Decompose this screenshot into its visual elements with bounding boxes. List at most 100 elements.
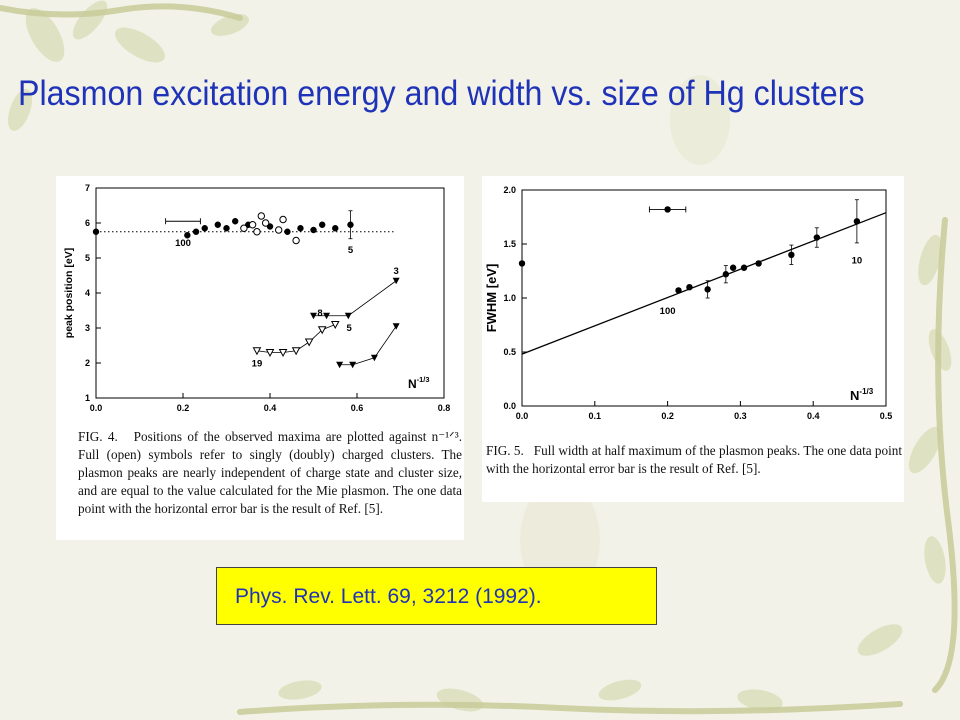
data-point	[261, 219, 270, 227]
series-connector-line	[313, 280, 397, 317]
data-point	[275, 226, 283, 234]
data-point	[310, 312, 317, 320]
y-tick-label: 7	[85, 183, 90, 193]
data-point	[279, 215, 287, 224]
data-point	[192, 228, 200, 235]
y-tick-label: 6	[85, 218, 90, 228]
y-tick-label: 2.0	[503, 185, 516, 195]
point-annotation: 10	[852, 255, 863, 266]
y-tick-label: 1	[85, 393, 90, 403]
figure-4-caption-label: FIG. 4.	[78, 429, 118, 444]
data-point	[297, 225, 304, 232]
figure-5-panel: 0.0 0.1 0.2 0.3 0.4 0.5 0.0 0.5 1.0 1.5 2.0 FWHM [e…	[482, 176, 904, 502]
point-annotation: 5	[347, 323, 353, 334]
data-point	[392, 277, 400, 285]
data-point	[253, 228, 261, 236]
data-point	[248, 221, 257, 229]
point-annotation: 5	[348, 245, 354, 256]
x-tick-label: 0.4	[264, 403, 277, 413]
series-connector-line	[339, 326, 397, 366]
slide-title: Plasmon excitation energy and width vs. …	[18, 74, 865, 113]
data-point	[323, 312, 331, 320]
data-point	[813, 234, 821, 241]
data-point	[214, 221, 221, 228]
data-point	[344, 312, 352, 320]
data-point	[201, 225, 208, 232]
data-point	[278, 349, 288, 358]
data-point	[330, 321, 340, 330]
data-point	[788, 251, 795, 258]
figure-5-caption: FIG. 5. Full width at half maximum of th…	[486, 442, 902, 478]
figure-4-caption: FIG. 4. Positions of the observed maxima…	[78, 428, 462, 518]
data-point	[704, 286, 711, 293]
y-tick-label: 5	[85, 253, 90, 263]
data-point	[722, 271, 730, 278]
data-point	[336, 361, 344, 369]
x-tick-label: 0.0	[90, 403, 103, 413]
point-annotation: 19	[252, 359, 263, 370]
data-point	[92, 228, 100, 235]
y-tick-label: 0.0	[503, 401, 516, 411]
data-point	[853, 218, 861, 225]
point-annotation: 8	[317, 308, 322, 319]
x-axis-label-exponent: -1/3	[417, 375, 430, 384]
x-tick-label: 0.3	[734, 411, 747, 421]
reference-citation: Phys. Rev. Lett. 69, 3212 (1992).	[235, 585, 542, 608]
point-annotation: 3	[394, 266, 399, 277]
data-point	[317, 326, 327, 335]
data-point	[518, 260, 526, 267]
plot-frame	[95, 187, 445, 399]
data-point	[284, 228, 291, 235]
x-tick-label: 0.5	[880, 411, 893, 421]
data-point	[740, 264, 748, 271]
figure-4-chart: 0.0 0.2 0.4 0.6 0.8 1 2 3 4 5 6 7 peak position [eV]…	[63, 183, 451, 413]
data-point	[310, 226, 317, 234]
x-tick-label: 0.8	[438, 403, 451, 413]
data-point	[257, 212, 266, 220]
x-tick-label: 0.2	[177, 403, 190, 413]
y-tick-label: 1.0	[503, 293, 516, 303]
data-point	[184, 232, 191, 239]
data-point	[349, 361, 357, 369]
linear-fit-line	[521, 212, 887, 355]
data-point	[232, 218, 239, 225]
data-point	[332, 225, 339, 232]
figure-4-panel: 0.0 0.2 0.4 0.6 0.8 1 2 3 4 5 6 7 peak position [eV]…	[56, 176, 464, 540]
x-tick-label: 0.2	[661, 411, 674, 421]
data-point	[319, 221, 326, 228]
y-axis-label: FWHM [eV]	[484, 264, 499, 333]
plot-frame	[521, 189, 887, 407]
y-tick-label: 3	[85, 323, 90, 333]
x-axis-label: N-1/3	[408, 375, 430, 391]
x-tick-label: 0.0	[516, 411, 529, 421]
data-point	[304, 338, 314, 347]
data-point	[223, 225, 230, 232]
data-point	[347, 221, 354, 228]
data-point	[392, 323, 400, 330]
data-point	[252, 347, 262, 356]
point-annotation: 100	[175, 238, 191, 249]
figure-5-caption-text: Full width at half maximum of the plasmo…	[486, 443, 903, 476]
x-axis-label: N-1/3	[850, 387, 874, 403]
figure-5-chart: 0.0 0.1 0.2 0.3 0.4 0.5 0.0 0.5 1.0 1.5 2.0 FWHM [e…	[484, 185, 893, 421]
data-point	[755, 260, 762, 267]
data-point	[664, 206, 671, 213]
figure-4-caption-text: Positions of the observed maxima are plo…	[78, 429, 463, 516]
x-axis-label-exponent: -1/3	[859, 387, 873, 396]
y-tick-label: 4	[85, 288, 90, 298]
data-point	[292, 236, 300, 245]
data-point	[686, 284, 693, 291]
point-annotation: 100	[660, 306, 676, 317]
y-axis-label: peak position [eV]	[63, 248, 75, 338]
data-point	[240, 224, 248, 232]
y-tick-label: 0.5	[503, 347, 516, 357]
x-tick-label: 0.1	[589, 411, 602, 421]
data-point	[291, 347, 301, 356]
data-point	[370, 354, 378, 362]
reference-box: Phys. Rev. Lett. 69, 3212 (1992).	[216, 567, 657, 625]
x-tick-label: 0.6	[351, 403, 364, 413]
data-point	[675, 287, 682, 294]
data-point	[729, 264, 737, 271]
x-tick-label: 0.4	[807, 411, 820, 421]
figure-5-caption-label: FIG. 5.	[486, 443, 524, 458]
